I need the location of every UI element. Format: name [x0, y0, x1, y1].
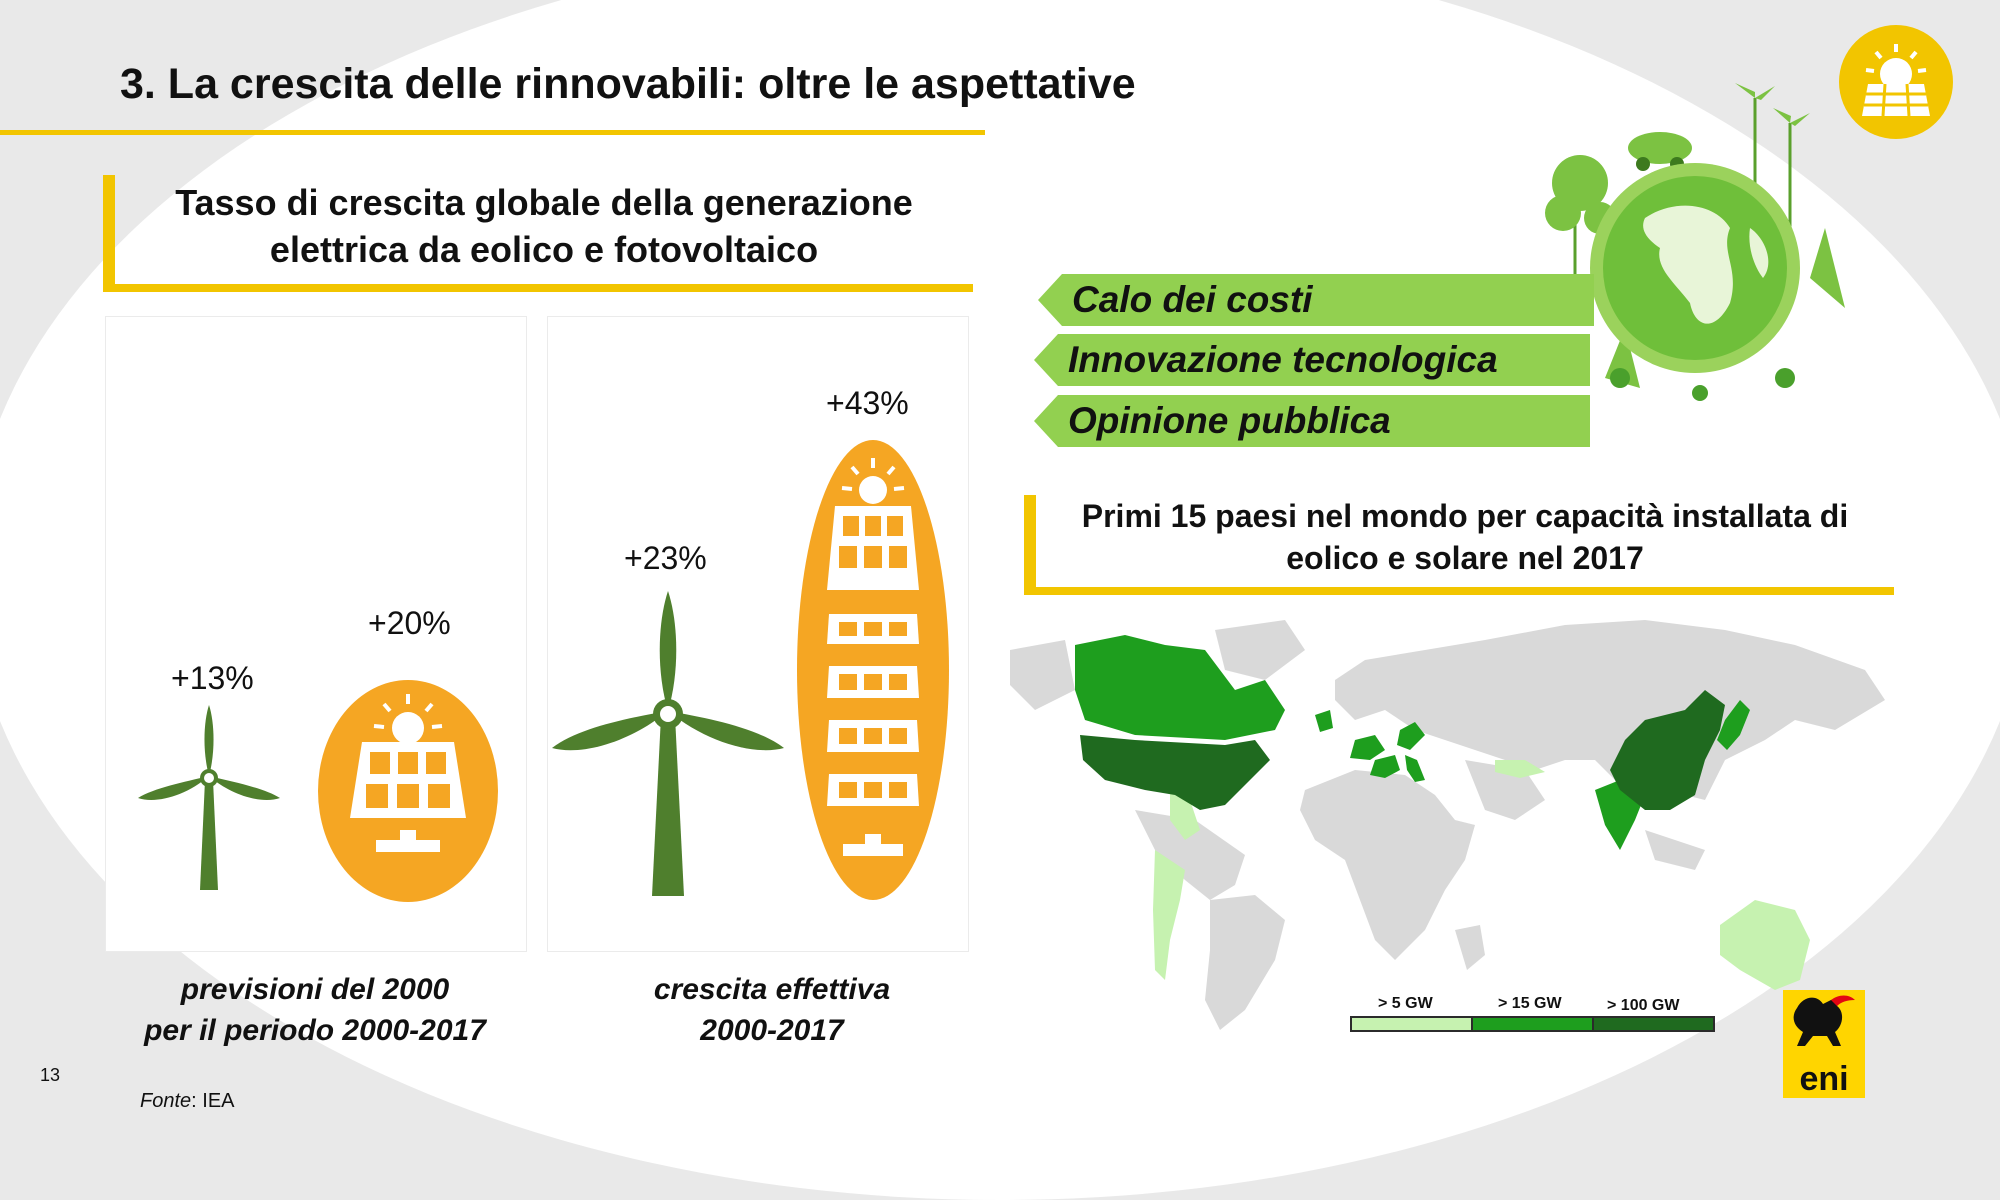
countries-section-heading: Primi 15 paesi nel mondo per capacità in…	[1024, 495, 1894, 595]
legend-swatch-15gw	[1471, 1016, 1594, 1032]
driver-cost-decline: Calo dei costi	[1038, 274, 1594, 326]
page-title: 3. La crescita delle rinnovabili: oltre …	[120, 60, 1136, 108]
title-underline	[0, 130, 985, 135]
solar-panel-icon	[318, 680, 498, 902]
forecast-solar-value: +20%	[368, 605, 451, 641]
forecast-wind-value: +13%	[171, 660, 254, 696]
forecast-caption-line2: per il periodo 2000-2017	[144, 1013, 486, 1047]
legend-swatch-100gw	[1592, 1016, 1715, 1032]
legend-swatch-5gw	[1350, 1016, 1473, 1032]
source-value: : IEA	[191, 1090, 235, 1112]
growth-section-heading: Tasso di crescita globale della generazi…	[103, 175, 973, 292]
slide-number: 13	[40, 1065, 61, 1085]
source-note: Fonte: IEA	[140, 1090, 235, 1113]
actual-caption-line1: crescita effettiva	[653, 973, 891, 1006]
solar-panel-icon	[797, 440, 949, 900]
growth-heading-line1: Tasso di crescita globale della generazi…	[175, 181, 913, 223]
countries-heading-line1: Primi 15 paesi nel mondo per capacità in…	[1081, 498, 1849, 535]
driver-technological-innovation: Innovazione tecnologica	[1034, 334, 1590, 386]
actual-solar-value: +43%	[826, 385, 909, 421]
actual-caption-line2: 2000-2017	[700, 1013, 844, 1047]
globe-eco-icon	[1525, 78, 1865, 418]
legend-label-15gw: > 15 GW	[1498, 995, 1562, 1012]
solar-sun-badge-icon	[1838, 24, 1954, 140]
wind-turbine-icon	[548, 586, 788, 898]
actual-wind-value: +23%	[624, 540, 707, 576]
legend-label-100gw: > 100 GW	[1607, 997, 1680, 1014]
growth-heading-line2: elettrica da eolico e fotovoltaico	[269, 228, 819, 270]
source-label: Fonte	[140, 1090, 192, 1112]
svg-text:eni: eni	[1799, 1060, 1848, 1098]
forecast-caption: previsioni del 2000 per il periodo 2000-…	[105, 970, 525, 1051]
forecast-caption-line1: previsioni del 2000	[180, 973, 450, 1006]
legend-label-5gw: > 5 GW	[1378, 995, 1433, 1012]
world-map	[1005, 610, 1905, 1050]
countries-heading-line2: eolico e solare nel 2017	[1286, 540, 1644, 576]
wind-turbine-icon	[134, 700, 284, 890]
driver-public-opinion: Opinione pubblica	[1034, 395, 1590, 447]
eni-logo: eni	[1783, 990, 1865, 1098]
actual-caption: crescita effettiva 2000-2017	[562, 970, 982, 1051]
